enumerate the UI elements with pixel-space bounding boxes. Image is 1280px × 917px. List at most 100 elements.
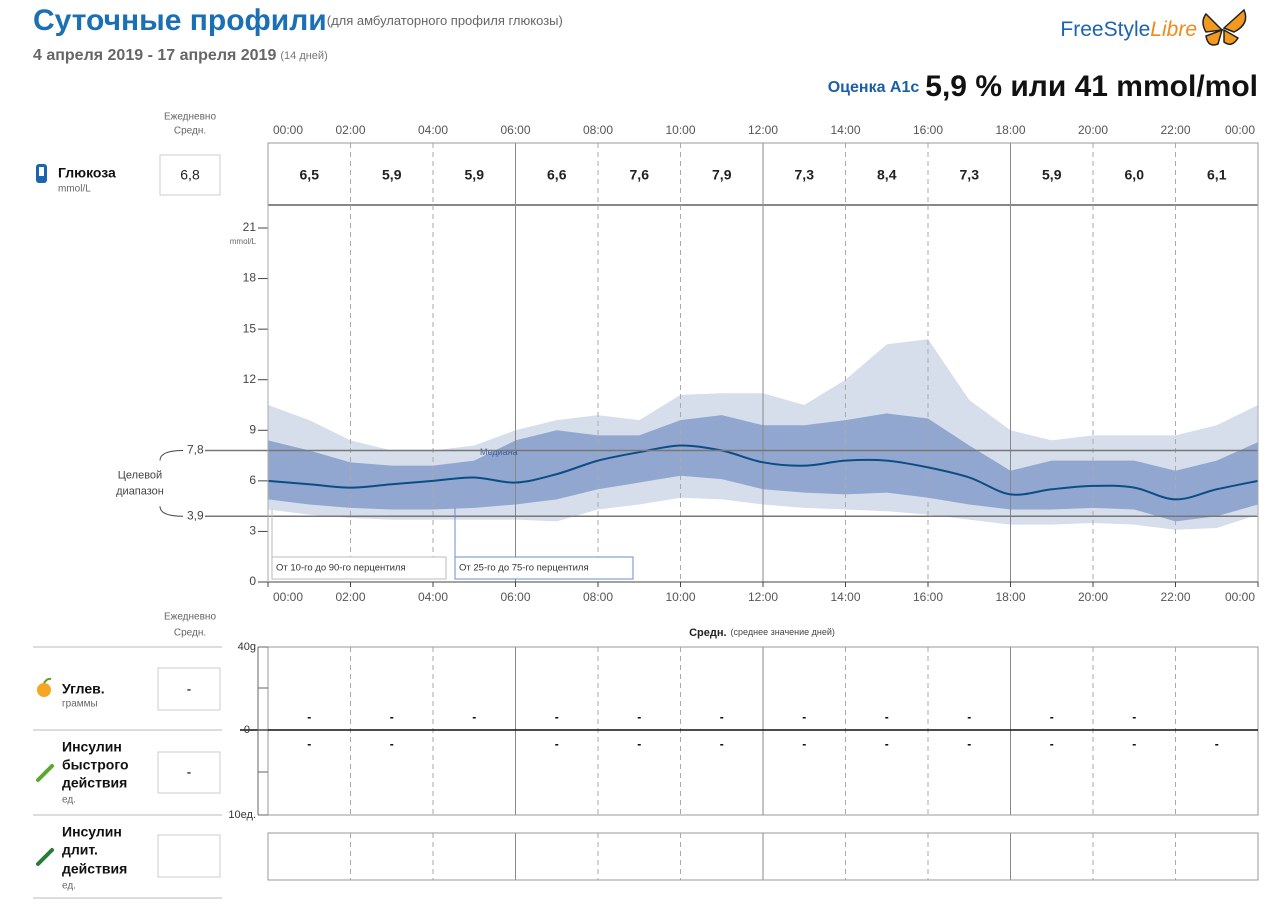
carbs-2h-avg: - — [885, 710, 889, 724]
row-frame — [267, 142, 1259, 206]
glucose-2h-avg: 5,9 — [382, 167, 402, 183]
rapid-2h-avg: - — [555, 737, 559, 751]
x-tick-label: 02:00 — [335, 590, 365, 604]
logo: FreeStyleLibre — [1060, 18, 1197, 41]
carbs-2h-avg: - — [390, 710, 394, 724]
dates: 4 апреля 2019 - 17 апреля 2019 — [33, 47, 276, 64]
title: Суточные профили — [33, 4, 327, 37]
glucose-unit: mmol/L — [58, 184, 91, 195]
glucose-2h-avg: 6,1 — [1207, 167, 1227, 183]
logo-libre: Libre — [1150, 18, 1197, 41]
legend-box — [454, 556, 634, 580]
days: (14 дней) — [280, 50, 327, 62]
glucose-2h-avg: 5,9 — [465, 167, 485, 183]
carbs-icon — [37, 683, 51, 697]
carbs-2h-avg: - — [472, 710, 476, 724]
rapid-2h-avg: - — [307, 737, 311, 751]
carbs-2h-avg: - — [967, 710, 971, 724]
avg-title-main: Средн. — [689, 627, 726, 639]
hour-label-top: 20:00 — [1078, 123, 1108, 137]
dates-line: 4 апреля 2019 - 17 апреля 2019 (14 дней) — [33, 47, 328, 64]
y-tick-label: 6 — [249, 473, 256, 487]
rapid-2h-avg: - — [1050, 737, 1054, 751]
rapid-2h-avg: - — [967, 737, 971, 751]
x-tick-label: 10:00 — [665, 590, 695, 604]
x-tick-label: 20:00 — [1078, 590, 1108, 604]
carbs-unit: граммы — [62, 699, 98, 710]
rapid-2h-avg: - — [885, 737, 889, 751]
lower-scale-label: 10ед. — [228, 809, 256, 821]
rapid-2h-avg: - — [1132, 737, 1136, 751]
rapid-label: действия — [62, 775, 127, 791]
title-line: Суточные профили(для амбулаторного профи… — [33, 4, 563, 37]
y-unit: mmol/L — [230, 237, 257, 246]
glucose-2h-avg: 7,3 — [795, 167, 815, 183]
long-insulin-row — [267, 832, 1259, 881]
hour-label-top: 18:00 — [995, 123, 1025, 137]
median-label: Медиана — [480, 447, 518, 457]
hour-label-top: 06:00 — [500, 123, 530, 137]
x-tick-label: 14:00 — [830, 590, 860, 604]
hour-label-top: 16:00 — [913, 123, 943, 137]
rapid-2h-avg: - — [720, 737, 724, 751]
avg-box — [157, 751, 221, 794]
y-tick-label: 12 — [243, 372, 257, 386]
rapid-2h-avg: - — [1215, 737, 1219, 751]
x-tick-label: 00:00 — [1225, 590, 1255, 604]
carbs-2h-avg: - — [307, 710, 311, 724]
carbs-2h-avg: - — [637, 710, 641, 724]
subtitle: (для амбулаторного профиля глюкозы) — [327, 13, 563, 28]
carbs-label: Углев. — [62, 681, 105, 697]
long-label: Инсулин — [62, 824, 122, 840]
x-tick-label: 18:00 — [995, 590, 1025, 604]
target-range-label: диапазон — [116, 485, 164, 497]
glucose-2h-avg: 7,3 — [960, 167, 980, 183]
hour-label-top: 08:00 — [583, 123, 613, 137]
hour-label-top: 14:00 — [830, 123, 860, 137]
target-bracket — [159, 450, 184, 517]
target-range-label: Целевой — [118, 469, 162, 481]
hour-label-top: 00:00 — [1225, 123, 1255, 137]
y-tick-label: 3 — [249, 524, 256, 538]
logo-freestyle: FreeStyle — [1060, 18, 1150, 41]
rapid-2h-avg: - — [802, 737, 806, 751]
glucose-2h-avg: 6,5 — [300, 167, 320, 183]
carbs-2h-avg: - — [802, 710, 806, 724]
hour-label-top: 12:00 — [748, 123, 778, 137]
y-tick-label: 9 — [249, 422, 256, 436]
avg-note: (среднее значение дней) — [731, 627, 835, 637]
sensor-icon-screen — [39, 167, 44, 176]
legend-box — [271, 556, 447, 580]
legend-label: От 10-го до 90-го перцентиля — [276, 563, 406, 574]
carbs-icon-leaf — [43, 677, 52, 684]
rapid-icon — [36, 764, 54, 782]
carbs-2h-avg: - — [1050, 710, 1054, 724]
x-tick-label: 22:00 — [1160, 590, 1190, 604]
glucose-2h-avg: 7,9 — [712, 167, 732, 183]
glucose-2h-avg: 6,0 — [1125, 167, 1145, 183]
y-tick-label: 15 — [243, 321, 257, 335]
avg-title: Средн. (среднее значение дней) — [689, 627, 835, 639]
x-tick-label: 12:00 — [748, 590, 778, 604]
carbs-daily-avg: - — [187, 681, 192, 697]
rapid-label: быстрого — [62, 757, 129, 773]
target-label: 7,8 — [187, 443, 204, 457]
glucose-2h-avg: 5,9 — [1042, 167, 1062, 183]
x-tick-label: 04:00 — [418, 590, 448, 604]
a1c-value: 5,9 % или 41 mmol/mol — [925, 70, 1258, 103]
daily-avg-label: Средн. — [174, 628, 206, 639]
hour-label-top: 10:00 — [665, 123, 695, 137]
y-tick-label: 21 — [243, 220, 257, 234]
rapid-2h-avg: - — [390, 737, 394, 751]
avg-box — [157, 834, 221, 878]
glucose-2h-avg: 6,6 — [547, 167, 567, 183]
lower-scale-label: 40g — [238, 641, 256, 653]
daily-avg-label: Средн. — [174, 126, 206, 137]
median-line — [267, 444, 1259, 501]
glucose-label: Глюкоза — [58, 165, 116, 181]
y-tick-label: 0 — [249, 574, 256, 588]
legend-label: От 25-го до 75-го перцентиля — [459, 563, 589, 574]
x-tick-label: 00:00 — [273, 590, 303, 604]
carbs-2h-avg: - — [1132, 710, 1136, 724]
